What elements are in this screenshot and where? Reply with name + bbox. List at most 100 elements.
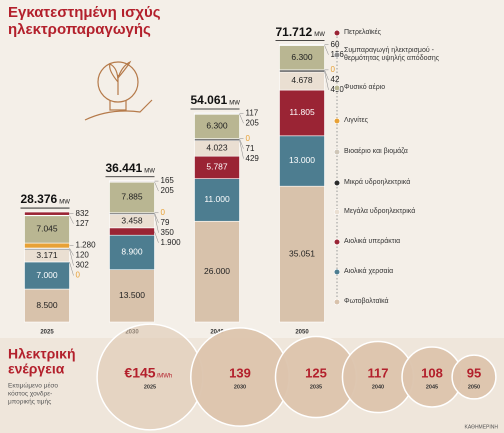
bubble	[451, 354, 497, 400]
legend-label: Φυσικό αέριο	[344, 84, 386, 91]
value-label: 165	[161, 176, 175, 185]
value-label: 11.000	[204, 194, 230, 204]
label-leader	[154, 181, 159, 192]
label-leader	[239, 113, 244, 124]
label-leader	[324, 45, 329, 55]
total-unit: MW	[59, 200, 70, 206]
value-label: 42	[331, 75, 340, 84]
bubble-unit: /MWh	[157, 374, 173, 380]
value-label: 35.051	[289, 248, 315, 258]
label-leader	[69, 261, 74, 276]
value-label: 60	[331, 40, 340, 49]
value-label: 13.000	[289, 155, 315, 165]
value-label: 350	[161, 228, 175, 237]
value-label: 79	[161, 218, 170, 227]
value-label: 4.678	[291, 75, 313, 85]
value-label: 205	[246, 118, 260, 127]
label-leader	[239, 138, 244, 149]
value-label: 0	[331, 65, 336, 74]
value-label: 7.885	[121, 192, 143, 202]
bubble-value: 95	[467, 365, 481, 380]
bubble-year: 2035	[310, 384, 322, 390]
legend-marker	[333, 298, 341, 306]
value-label: 1.280	[76, 241, 97, 250]
legend-label: Μικρά υδροηλεκτρικά	[344, 179, 411, 186]
legend-marker	[333, 117, 341, 125]
bar-segment	[194, 113, 240, 139]
chart-title: ηλεκτροπαραγωγής	[8, 21, 151, 38]
bar-segment	[109, 269, 155, 323]
value-label: 8.900	[121, 247, 143, 257]
bar-segment	[24, 211, 70, 216]
value-label: 429	[246, 154, 260, 163]
bar-segment	[109, 180, 155, 182]
value-label: 1.900	[161, 238, 182, 247]
bar-segment	[109, 227, 155, 236]
bubble-year: 2040	[372, 384, 384, 390]
bubble-subtitle: κόστος χονδρε-	[8, 390, 52, 398]
label-leader	[324, 69, 329, 80]
legend-marker	[333, 148, 341, 156]
value-label: 5.787	[206, 162, 228, 172]
bubble-value: 139	[229, 365, 251, 380]
total-unit: MW	[314, 32, 325, 38]
x-tick-label: 2050	[295, 330, 309, 336]
bubble-year: 2050	[468, 384, 480, 390]
value-label: 13.500	[119, 290, 145, 300]
value-label: 6.300	[206, 121, 228, 131]
bubble-value: 108	[421, 365, 443, 380]
bar-segment	[279, 185, 325, 323]
bubble-value: €145	[124, 365, 155, 381]
label-leader	[154, 213, 159, 233]
bubble-year: 2025	[144, 384, 156, 390]
bar-segment	[279, 45, 325, 71]
value-label: 71	[246, 144, 255, 153]
bar-segment	[109, 234, 155, 270]
value-label: 302	[76, 261, 90, 270]
bar-segment	[109, 181, 155, 214]
label-leader	[239, 139, 244, 159]
legend-label: Φωτοβολταϊκά	[344, 298, 389, 305]
value-label: 0	[76, 271, 81, 280]
value-label: 3.171	[36, 250, 58, 260]
legend-label: Αιολικά χερσαία	[344, 268, 394, 275]
bubble-subtitle: μπορικής τιμής	[8, 399, 51, 406]
value-label: 6.300	[291, 52, 313, 62]
value-label: 205	[161, 186, 175, 195]
legend-label: Μεγάλα υδροηλεκτρικά	[344, 208, 416, 215]
bar-segment	[279, 135, 325, 187]
value-label: 0	[161, 208, 166, 217]
value-label: 3.458	[121, 215, 143, 225]
legend-label: Συμπαραγωγή ηλεκτρισμού - θερμότητας υψη…	[344, 47, 440, 62]
label-leader	[154, 231, 159, 243]
legend-marker	[333, 84, 341, 92]
bar-segment	[194, 220, 240, 323]
value-label: 7.000	[36, 270, 58, 280]
value-label: 0	[246, 134, 251, 143]
value-label: 7.045	[36, 224, 58, 234]
bar-segment	[24, 261, 70, 290]
label-leader	[69, 215, 74, 224]
bar-segment	[194, 178, 240, 222]
legend-marker	[333, 268, 341, 276]
label-leader	[154, 212, 159, 223]
legend-label: Αιολικά υπεράκτια	[344, 238, 401, 245]
value-label: 26.000	[204, 266, 230, 276]
x-tick-label: 2025	[40, 330, 54, 336]
bubble-value: 125	[305, 365, 327, 380]
bar-segment	[24, 215, 70, 244]
bubble-value: 117	[368, 365, 389, 380]
legend-marker	[333, 238, 341, 246]
legend-marker	[333, 179, 341, 187]
value-label: 11.805	[289, 107, 315, 117]
bar-segment	[279, 89, 325, 137]
value-label: 117	[246, 108, 259, 117]
total-label: 28.376	[21, 192, 58, 206]
bar-segment	[24, 288, 70, 323]
legend-label: Λιγνίτες	[344, 117, 369, 124]
total-unit: MW	[229, 101, 240, 107]
legend-label: Βιοαέριο και βιομάζα	[344, 148, 408, 155]
value-label: 4.023	[206, 143, 228, 153]
